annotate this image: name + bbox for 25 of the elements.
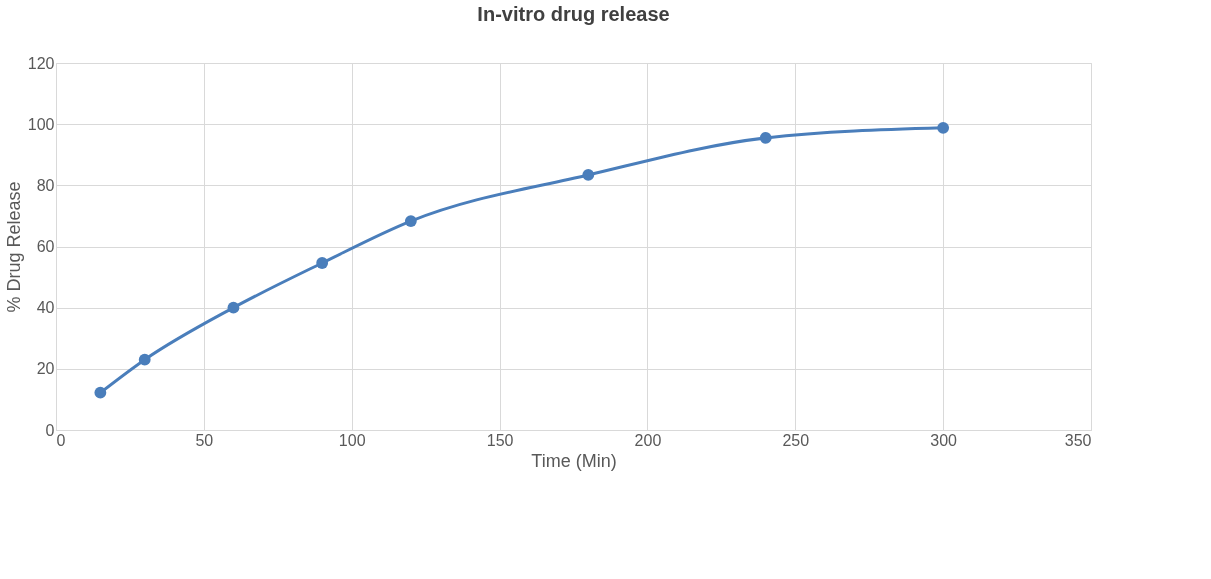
- y-tick-label: 40: [36, 299, 55, 317]
- x-tick-label: 150: [486, 431, 514, 449]
- point: [94, 386, 107, 399]
- x-axis-title: Time (Min): [531, 450, 617, 471]
- point: [582, 169, 595, 181]
- x-tick-label: 300: [930, 431, 958, 449]
- y-tick-label: 20: [36, 360, 55, 378]
- y-tick-label: 60: [36, 238, 55, 255]
- x-tick-label: 350: [1064, 431, 1092, 449]
- x-tick-label: 200: [634, 431, 662, 449]
- x-tick-label: 250: [782, 431, 810, 449]
- y-axis-title: % Drug Release: [3, 181, 24, 313]
- point: [759, 132, 772, 144]
- x-tick-label: 100: [338, 431, 366, 449]
- point: [138, 353, 151, 366]
- y-tick-label: 120: [27, 54, 55, 72]
- chart-title: In-vitro drug release: [477, 3, 670, 25]
- point: [227, 301, 240, 314]
- point: [404, 215, 417, 228]
- x-tick-label: 50: [195, 431, 214, 449]
- y-tick-label: 100: [27, 115, 55, 133]
- x-tick-label: 0: [56, 431, 66, 449]
- point: [316, 257, 329, 269]
- point: [937, 121, 950, 134]
- y-tick-label: 80: [36, 176, 55, 194]
